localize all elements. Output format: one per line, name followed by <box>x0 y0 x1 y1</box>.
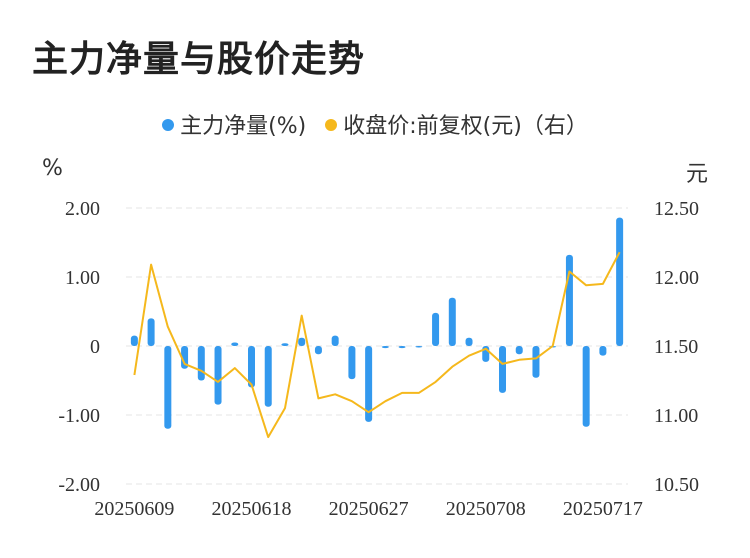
bar <box>164 346 172 429</box>
legend-dot-bar-icon <box>162 119 175 131</box>
bar <box>499 346 506 393</box>
bar <box>314 346 322 355</box>
bar <box>281 343 289 346</box>
legend-item-close-price[interactable]: 收盘价:前复权(元)（右） <box>325 108 588 140</box>
right-axis-tick: 12.50 <box>654 198 699 220</box>
bar <box>616 217 624 346</box>
legend-dot-line-icon <box>325 119 338 131</box>
legend-item-net-volume[interactable]: 主力净量(%) <box>162 108 306 140</box>
bar <box>365 346 373 422</box>
bar <box>181 346 189 369</box>
bar <box>197 346 205 381</box>
bar <box>231 342 239 346</box>
bar <box>599 346 607 356</box>
legend-label-close-price: 收盘价:前复权(元)（右） <box>343 114 588 139</box>
bar <box>264 346 272 407</box>
bar <box>398 346 406 349</box>
bar <box>147 318 155 346</box>
bar <box>565 254 573 346</box>
left-axis-tick: 1.00 <box>65 267 100 289</box>
bar <box>248 346 255 388</box>
bar <box>214 346 222 405</box>
bar <box>532 346 540 378</box>
bar <box>582 346 590 427</box>
x-axis-tick: 20250717 <box>563 498 643 520</box>
legend-label-net-volume: 主力净量(%) <box>180 114 307 139</box>
right-axis-tick: 12.00 <box>654 267 699 289</box>
price-line <box>133 251 621 439</box>
chart-title: 主力净量与股价走势 <box>32 39 366 80</box>
bar <box>448 297 456 346</box>
bar <box>348 346 356 380</box>
left-axis-unit: % <box>42 156 63 181</box>
bar <box>415 346 423 348</box>
bar <box>331 335 339 346</box>
left-axis-tick: 2.00 <box>65 198 100 220</box>
x-axis-tick: 20250708 <box>446 498 526 520</box>
x-axis-tick: 20250609 <box>94 498 174 520</box>
bar <box>432 312 440 346</box>
left-axis-tick: 0 <box>90 336 100 358</box>
bar <box>381 346 389 349</box>
bar <box>465 337 473 346</box>
x-axis-tick: 20250618 <box>212 498 292 520</box>
right-axis-tick: 11.00 <box>654 405 698 427</box>
x-axis-tick: 20250627 <box>329 498 409 520</box>
legend: 主力净量(%) 收盘价:前复权(元)（右） <box>0 108 750 140</box>
bar <box>515 346 523 355</box>
left-axis-tick: -2.00 <box>58 474 100 496</box>
right-axis-unit: 元 <box>686 162 709 187</box>
left-axis-tick: -1.00 <box>58 405 100 427</box>
bar <box>298 337 306 346</box>
right-axis-tick: 11.50 <box>654 336 698 358</box>
right-axis-tick: 10.50 <box>654 474 699 496</box>
bar <box>130 335 138 346</box>
